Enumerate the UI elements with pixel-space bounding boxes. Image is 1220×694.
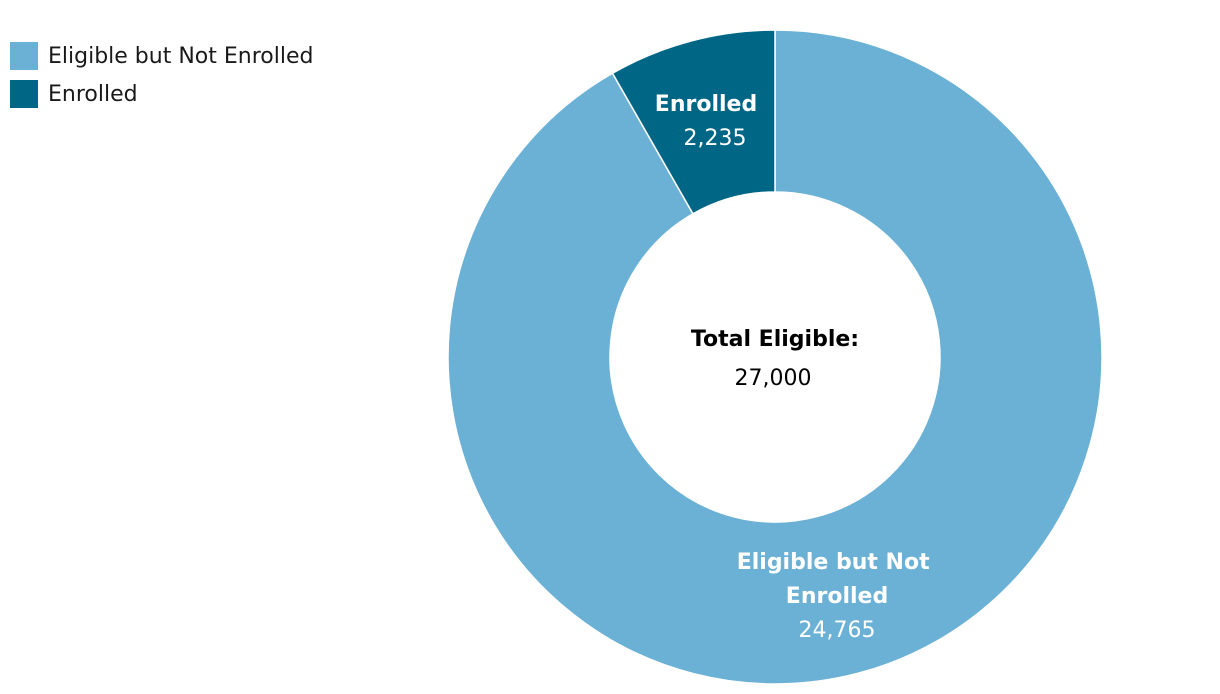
slice-value-eligible-not-enrolled: 24,765 <box>799 618 876 643</box>
donut-labels: Enrolled 2,235 Eligible but Not Enrolled… <box>655 92 938 643</box>
legend-swatch-eligible-not-enrolled <box>10 42 38 70</box>
slice-label-enrolled: Enrolled <box>655 92 757 117</box>
legend-item-enrolled: Enrolled <box>10 80 313 108</box>
slice-eligible-not-enrolled <box>447 29 1103 685</box>
center-value: 27,000 <box>735 366 812 391</box>
legend-label-enrolled: Enrolled <box>48 81 138 107</box>
legend-item-eligible-not-enrolled: Eligible but Not Enrolled <box>10 42 313 70</box>
slice-enrolled <box>611 29 776 215</box>
slice-label-eligible-not-enrolled: Eligible but Not Enrolled <box>737 550 938 609</box>
center-title: Total Eligible: <box>691 327 859 352</box>
legend: Eligible but Not Enrolled Enrolled <box>10 42 313 118</box>
legend-label-eligible-not-enrolled: Eligible but Not Enrolled <box>48 43 314 69</box>
donut-slices <box>447 29 1103 685</box>
legend-swatch-enrolled <box>10 80 38 108</box>
slice-value-enrolled: 2,235 <box>684 126 747 151</box>
